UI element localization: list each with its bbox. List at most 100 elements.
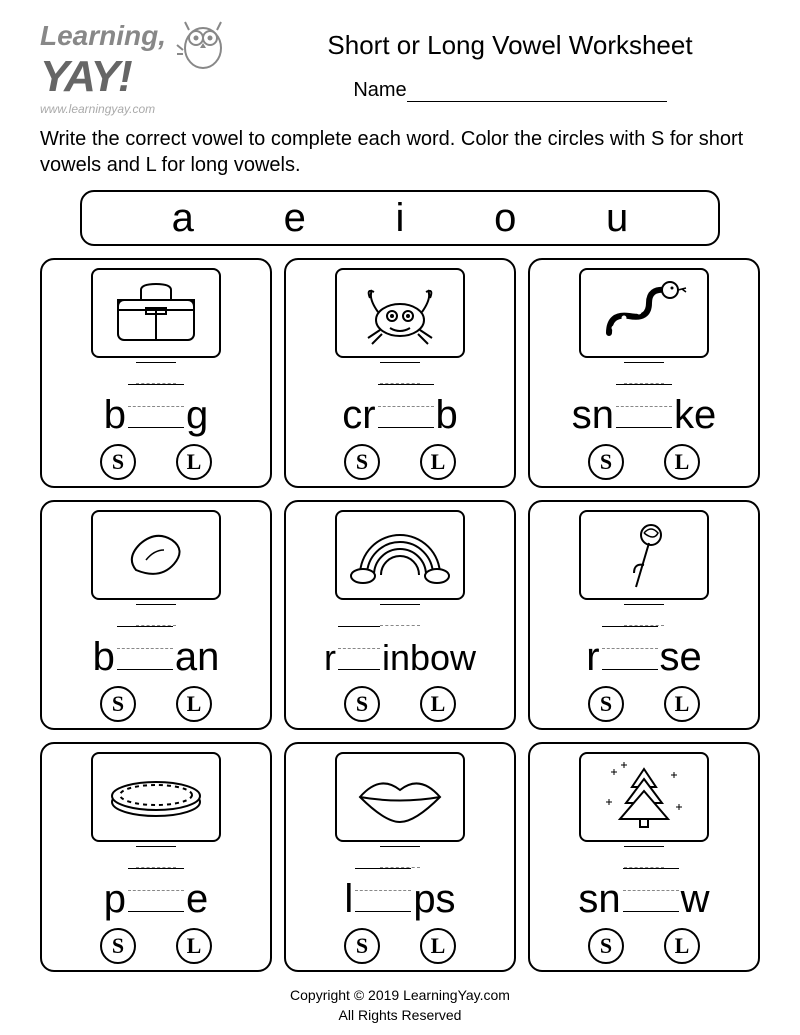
- image-frame: [91, 752, 221, 842]
- word-before: sn: [578, 877, 620, 922]
- short-circle[interactable]: S: [588, 928, 624, 964]
- word-after: se: [660, 635, 702, 680]
- sl-row: S L: [100, 928, 212, 964]
- vowel-blank[interactable]: [623, 868, 679, 912]
- word-after: e: [186, 877, 208, 922]
- title-block: Short or Long Vowel Worksheet Name: [260, 20, 760, 102]
- word-before: cr: [342, 393, 375, 438]
- sl-row: S L: [344, 686, 456, 722]
- word-after: g: [186, 393, 208, 438]
- image-frame: [579, 268, 709, 358]
- image-frame: [335, 268, 465, 358]
- long-circle[interactable]: L: [176, 686, 212, 722]
- card-snow: sn w S L: [528, 742, 760, 972]
- short-circle[interactable]: S: [100, 444, 136, 480]
- card-grid: b g S L cr b S L: [40, 258, 760, 972]
- vowel-o: o: [494, 196, 516, 241]
- image-frame: [579, 510, 709, 600]
- word-before: sn: [572, 393, 614, 438]
- card-pie: p e S L: [40, 742, 272, 972]
- owl-icon: [175, 10, 231, 72]
- word-row: l ps: [292, 868, 508, 928]
- word-after: w: [681, 877, 710, 922]
- short-circle[interactable]: S: [344, 928, 380, 964]
- snow-icon: [594, 757, 694, 837]
- vowel-reference-box: a e i o u: [80, 190, 720, 246]
- card-rainbow: r inbow S L: [284, 500, 516, 730]
- card-crab: cr b S L: [284, 258, 516, 488]
- rights: All Rights Reserved: [40, 1006, 760, 1026]
- bag-icon: [106, 278, 206, 348]
- vowel-blank[interactable]: [117, 626, 173, 670]
- vowel-e: e: [284, 196, 306, 241]
- long-circle[interactable]: L: [420, 928, 456, 964]
- vowel-u: u: [606, 196, 628, 241]
- snake-icon: [594, 278, 694, 348]
- word-before: b: [104, 393, 126, 438]
- vowel-blank[interactable]: [128, 384, 184, 428]
- rose-icon: [594, 515, 694, 595]
- long-circle[interactable]: L: [176, 928, 212, 964]
- word-row: cr b: [292, 384, 508, 444]
- word-before: b: [93, 635, 115, 680]
- sl-row: S L: [344, 928, 456, 964]
- long-circle[interactable]: L: [420, 686, 456, 722]
- image-frame: [579, 752, 709, 842]
- word-after: inbow: [382, 637, 476, 679]
- image-frame: [91, 510, 221, 600]
- long-circle[interactable]: L: [664, 686, 700, 722]
- name-field[interactable]: Name: [260, 79, 760, 102]
- word-row: b g: [48, 384, 264, 444]
- sl-row: S L: [100, 444, 212, 480]
- short-circle[interactable]: S: [588, 444, 624, 480]
- word-row: r se: [536, 626, 752, 686]
- word-after: ps: [413, 877, 455, 922]
- vowel-a: a: [172, 196, 194, 241]
- sl-row: S L: [100, 686, 212, 722]
- word-row: sn w: [536, 868, 752, 928]
- image-frame: [335, 510, 465, 600]
- word-before: p: [104, 877, 126, 922]
- word-before: r: [324, 637, 336, 679]
- word-row: b an: [48, 626, 264, 686]
- sl-row: S L: [588, 686, 700, 722]
- long-circle[interactable]: L: [420, 444, 456, 480]
- word-after: an: [175, 635, 220, 680]
- name-label: Name: [353, 79, 406, 101]
- bean-icon: [106, 520, 206, 590]
- short-circle[interactable]: S: [100, 686, 136, 722]
- short-circle[interactable]: S: [344, 686, 380, 722]
- vowel-blank[interactable]: [378, 384, 434, 428]
- vowel-blank[interactable]: [602, 626, 658, 670]
- header: Learning, YAY! www.learningyay.com Short…: [40, 20, 760, 116]
- card-rose: r se S L: [528, 500, 760, 730]
- vowel-i: i: [396, 196, 405, 241]
- lips-icon: [345, 762, 455, 832]
- short-circle[interactable]: S: [588, 686, 624, 722]
- sl-row: S L: [344, 444, 456, 480]
- logo-url: www.learningyay.com: [40, 102, 240, 116]
- vowel-blank[interactable]: [128, 868, 184, 912]
- rainbow-icon: [345, 520, 455, 590]
- long-circle[interactable]: L: [664, 928, 700, 964]
- worksheet-title: Short or Long Vowel Worksheet: [260, 30, 760, 61]
- long-circle[interactable]: L: [664, 444, 700, 480]
- copyright: Copyright © 2019 LearningYay.com: [40, 986, 760, 1006]
- word-row: p e: [48, 868, 264, 928]
- card-bean: b an S L: [40, 500, 272, 730]
- word-row: sn ke: [536, 384, 752, 444]
- vowel-blank[interactable]: [616, 384, 672, 428]
- word-after: b: [436, 393, 458, 438]
- word-row: r inbow: [292, 626, 508, 686]
- word-before: r: [586, 635, 599, 680]
- short-circle[interactable]: S: [100, 928, 136, 964]
- vowel-blank[interactable]: [355, 868, 411, 912]
- short-circle[interactable]: S: [344, 444, 380, 480]
- card-lips: l ps S L: [284, 742, 516, 972]
- long-circle[interactable]: L: [176, 444, 212, 480]
- card-bag: b g S L: [40, 258, 272, 488]
- image-frame: [335, 752, 465, 842]
- footer: Copyright © 2019 LearningYay.com All Rig…: [40, 986, 760, 1025]
- vowel-blank[interactable]: [338, 626, 380, 670]
- word-after: ke: [674, 393, 716, 438]
